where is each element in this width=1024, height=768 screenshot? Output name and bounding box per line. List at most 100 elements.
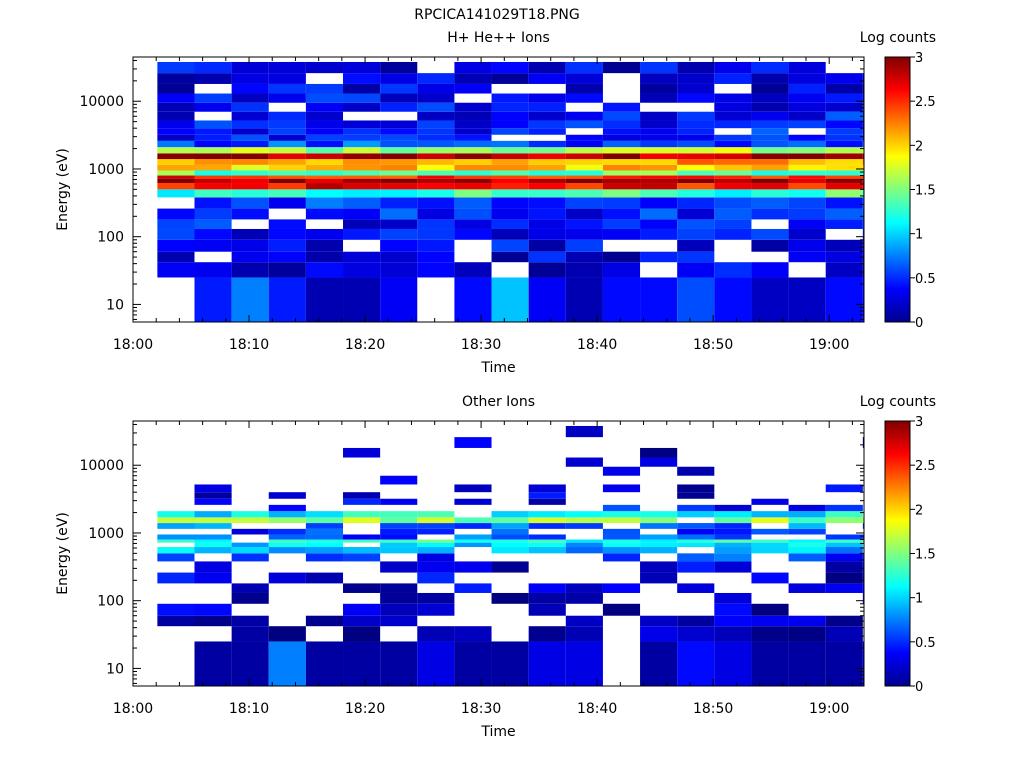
spectrogram-cell xyxy=(454,197,492,209)
spectrogram-cell xyxy=(194,153,232,160)
spectrogram-cell xyxy=(305,120,344,129)
spectrogram-cell xyxy=(454,189,492,198)
spectrogram-cell xyxy=(268,219,306,229)
spectrogram-cell xyxy=(751,615,789,627)
spectrogram-cell xyxy=(231,641,269,686)
spectrogram-cell xyxy=(565,61,603,74)
spectrogram-cell xyxy=(528,175,566,179)
spectrogram-cell xyxy=(602,197,641,209)
colorbar-tick-label: 0 xyxy=(915,680,923,695)
spectrogram-cell xyxy=(565,140,603,148)
spectrogram-cell xyxy=(714,534,752,540)
spectrogram-cell xyxy=(491,140,529,148)
spectrogram-cell xyxy=(491,239,529,252)
spectrogram-cell xyxy=(157,83,195,94)
spectrogram-cell xyxy=(194,523,232,529)
spectrogram-cell xyxy=(305,277,344,322)
spectrogram-cell xyxy=(231,175,269,179)
x-tick-label: 18:10 xyxy=(229,701,269,717)
spectrogram-cell xyxy=(268,542,306,548)
spectrogram-cell xyxy=(454,561,492,573)
spectrogram-cell xyxy=(862,572,864,584)
spectrogram-cell xyxy=(417,528,455,535)
spectrogram-cell xyxy=(862,164,864,171)
spectrogram-cell xyxy=(677,120,715,129)
spectrogram-cell xyxy=(714,592,752,604)
spectrogram-cell xyxy=(640,511,678,518)
spectrogram-cell xyxy=(343,641,381,686)
spectrogram-cell xyxy=(157,159,195,165)
spectrogram-cell xyxy=(491,111,529,121)
spectrogram-cell xyxy=(417,128,455,135)
spectrogram-cell xyxy=(194,492,232,499)
spectrogram-cell xyxy=(751,626,789,642)
spectrogram-cell xyxy=(454,534,492,540)
spectrogram-cell xyxy=(231,128,269,135)
spectrogram-cell xyxy=(194,277,232,322)
spectrogram-cell xyxy=(305,147,344,154)
spectrogram-cell xyxy=(454,262,492,278)
spectrogram-cell xyxy=(862,592,864,604)
spectrogram-cell xyxy=(528,277,566,322)
spectrogram-cell xyxy=(343,547,381,554)
spectrogram-cell xyxy=(380,523,418,529)
spectrogram-cell xyxy=(194,641,232,686)
spectrogram-cell xyxy=(305,140,344,148)
x-tick-label: 18:10 xyxy=(229,337,269,353)
x-axis-label: Time xyxy=(480,724,515,740)
spectrogram-cell xyxy=(231,615,269,627)
spectrogram-cell xyxy=(677,492,715,499)
spectrogram-cell xyxy=(268,189,306,198)
spectrogram-cell xyxy=(305,111,344,121)
spectrogram-cell xyxy=(825,208,863,220)
spectrogram-cell xyxy=(194,147,232,154)
spectrogram-cell xyxy=(528,492,566,499)
spectrogram-cell xyxy=(677,466,715,476)
spectrogram-cell xyxy=(640,615,678,627)
spectrogram-cell xyxy=(528,93,566,103)
spectrogram-cell xyxy=(565,219,603,229)
spectrogram-cell xyxy=(862,197,864,209)
spectrogram-cell xyxy=(454,128,492,135)
spectrogram-cell xyxy=(714,111,752,121)
spectrogram-cell xyxy=(231,140,269,148)
spectrogram-cell xyxy=(788,159,826,165)
spectrogram-cell xyxy=(528,147,566,154)
spectrogram-cell xyxy=(602,542,641,548)
spectrogram-cell xyxy=(380,262,418,278)
spectrogram-cell xyxy=(677,228,715,240)
spectrogram-cell xyxy=(640,140,678,148)
spectrogram-cell xyxy=(788,523,826,529)
spectrogram-cell xyxy=(268,175,306,179)
spectrogram-cell xyxy=(491,164,529,171)
spectrogram-cell xyxy=(602,511,641,518)
spectrogram-cell xyxy=(677,219,715,229)
spectrogram-cell xyxy=(528,178,566,184)
spectrogram-cell xyxy=(305,83,344,94)
spectrogram-cell xyxy=(231,73,269,84)
spectrogram-cell xyxy=(491,120,529,129)
spectrogram-cell xyxy=(231,159,269,165)
spectrogram-cell xyxy=(491,523,529,529)
spectrogram-cell xyxy=(714,277,752,322)
spectrogram-cell xyxy=(305,93,344,103)
spectrogram-cell xyxy=(305,542,344,548)
spectrogram-cell xyxy=(491,208,529,220)
colorbar-label: Log counts xyxy=(860,394,936,410)
spectrogram-cell xyxy=(380,83,418,94)
spectrogram-cell xyxy=(491,102,529,112)
spectrogram-cell xyxy=(825,73,863,84)
colorbar-tick-label: 0 xyxy=(915,316,923,331)
spectrogram-cell xyxy=(825,641,863,686)
spectrogram-cell xyxy=(194,197,232,209)
spectrogram-cell xyxy=(565,153,603,160)
spectrogram-cell xyxy=(677,147,715,154)
spectrogram-cell xyxy=(825,626,863,642)
spectrogram-cell xyxy=(380,128,418,135)
spectrogram-cell xyxy=(602,228,641,240)
colorbar-tick-label: 0.5 xyxy=(915,636,936,651)
spectrogram-cell xyxy=(231,120,269,129)
spectrogram-cell xyxy=(862,140,864,148)
spectrogram-cell xyxy=(380,73,418,84)
spectrogram-cell xyxy=(491,178,529,184)
